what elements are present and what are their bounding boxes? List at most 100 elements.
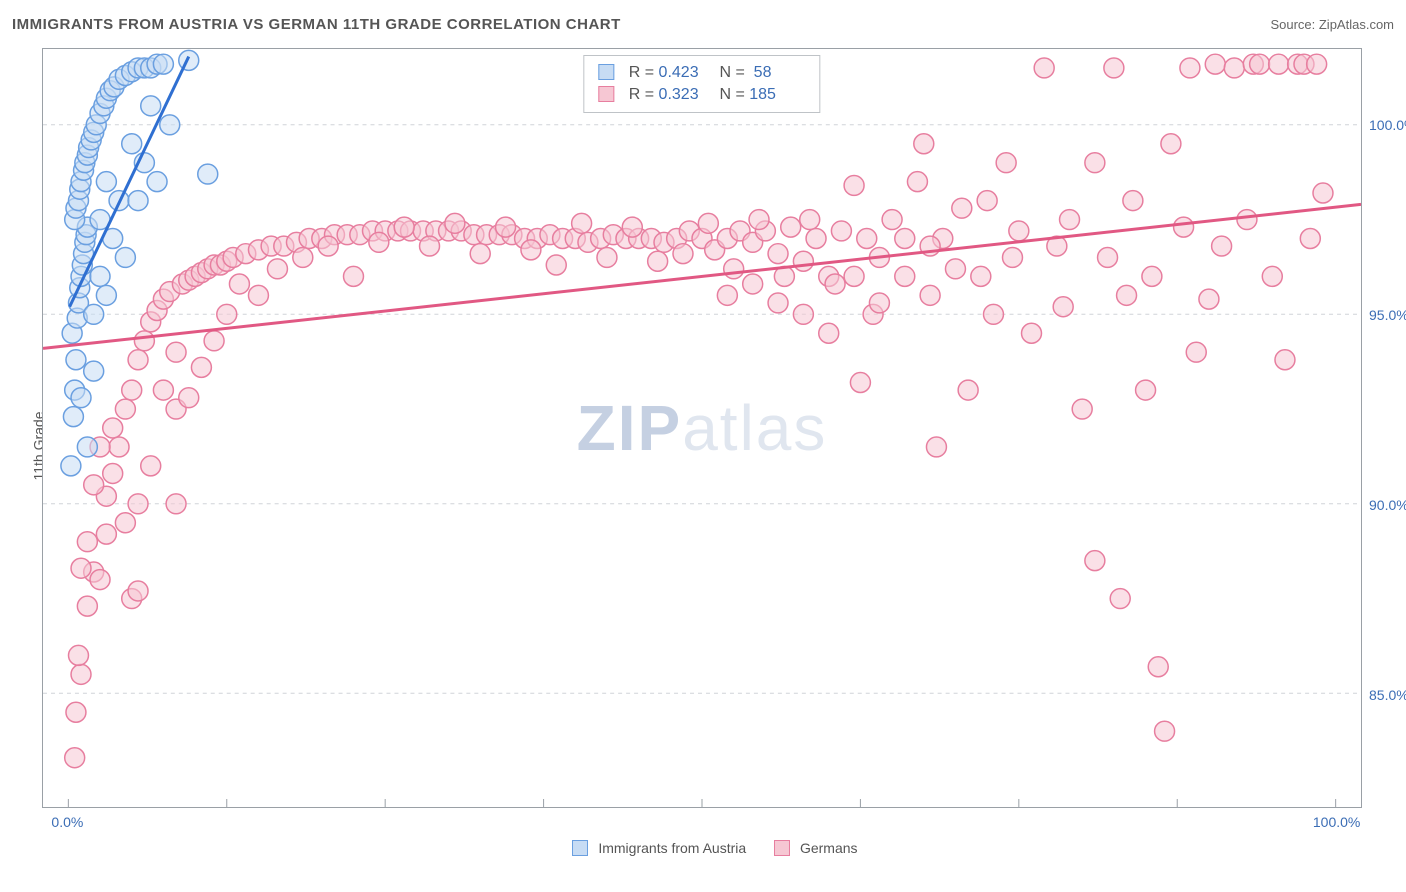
data-point [907, 172, 927, 192]
stat-legend: R = 0.423 N = 58 R = 0.323 N = 185 [583, 55, 820, 113]
data-point [749, 210, 769, 230]
data-point [781, 217, 801, 237]
data-point [160, 115, 180, 135]
data-point [1123, 191, 1143, 211]
data-point [77, 596, 97, 616]
data-point [198, 164, 218, 184]
stat-legend-row-1: R = 0.323 N = 185 [598, 84, 805, 106]
data-point [166, 342, 186, 362]
data-point [983, 304, 1003, 324]
data-point [831, 221, 851, 241]
data-point [1110, 589, 1130, 609]
chart-title: IMMIGRANTS FROM AUSTRIA VS GERMAN 11TH G… [12, 16, 621, 33]
data-point [109, 437, 129, 457]
data-point [61, 456, 81, 476]
data-point [1300, 229, 1320, 249]
data-point [850, 373, 870, 393]
data-point [724, 259, 744, 279]
data-point [717, 285, 737, 305]
data-point [204, 331, 224, 351]
data-point [128, 350, 148, 370]
data-point [115, 513, 135, 533]
data-point [141, 456, 161, 476]
data-point [1098, 247, 1118, 267]
data-point [793, 251, 813, 271]
data-point [844, 266, 864, 286]
y-tick-label: 85.0% [1369, 687, 1406, 703]
data-point [1180, 58, 1200, 78]
x-ticks: 0.0% 100.0% [42, 810, 1362, 836]
data-point [84, 475, 104, 495]
data-point [420, 236, 440, 256]
data-point [84, 361, 104, 381]
data-point [153, 380, 173, 400]
bottom-legend-label-1: Germans [800, 840, 858, 856]
data-point [66, 702, 86, 722]
plot-svg [43, 49, 1361, 807]
data-point [344, 266, 364, 286]
data-point [141, 96, 161, 116]
data-point [318, 236, 338, 256]
bottom-swatch-0 [572, 840, 588, 856]
chart-container: IMMIGRANTS FROM AUSTRIA VS GERMAN 11TH G… [0, 0, 1406, 892]
stat-r-1: 0.323 [659, 84, 711, 106]
data-point [267, 259, 287, 279]
data-point [90, 570, 110, 590]
data-point [217, 304, 237, 324]
bottom-swatch-1 [774, 840, 790, 856]
data-point [920, 285, 940, 305]
data-point [926, 437, 946, 457]
data-point [1212, 236, 1232, 256]
data-point [134, 331, 154, 351]
data-point [1313, 183, 1333, 203]
y-tick-label: 100.0% [1369, 117, 1406, 133]
data-point [1275, 350, 1295, 370]
data-point [819, 323, 839, 343]
data-point [96, 524, 116, 544]
data-point [1174, 217, 1194, 237]
data-point [1085, 551, 1105, 571]
data-point [1307, 54, 1327, 74]
data-point [1003, 247, 1023, 267]
stat-swatch-1 [598, 86, 614, 102]
y-tick-label: 95.0% [1369, 307, 1406, 323]
data-point [77, 437, 97, 457]
data-point [1034, 58, 1054, 78]
data-point [77, 532, 97, 552]
data-point [179, 388, 199, 408]
data-point [869, 293, 889, 313]
data-point [293, 247, 313, 267]
data-point [1053, 297, 1073, 317]
data-point [521, 240, 541, 260]
data-point [546, 255, 566, 275]
data-point [96, 172, 116, 192]
data-point [90, 266, 110, 286]
stat-n-0: 58 [754, 62, 806, 84]
data-point [1104, 58, 1124, 78]
data-point [128, 581, 148, 601]
data-point [445, 213, 465, 233]
x-tick-label: 100.0% [1313, 814, 1360, 830]
data-point [895, 229, 915, 249]
data-point [825, 274, 845, 294]
data-point [71, 664, 91, 684]
data-point [1060, 210, 1080, 230]
data-point [945, 259, 965, 279]
data-point [800, 210, 820, 230]
title-bar: IMMIGRANTS FROM AUSTRIA VS GERMAN 11TH G… [12, 10, 1394, 38]
data-point [128, 191, 148, 211]
data-point [622, 217, 642, 237]
data-point [882, 210, 902, 230]
data-point [96, 285, 116, 305]
data-point [1022, 323, 1042, 343]
data-point [229, 274, 249, 294]
data-point [1224, 58, 1244, 78]
chart-source: Source: ZipAtlas.com [1270, 17, 1394, 32]
data-point [1161, 134, 1181, 154]
data-point [895, 266, 915, 286]
data-point [698, 213, 718, 233]
data-point [1072, 399, 1092, 419]
stat-n-1: 185 [749, 84, 801, 106]
data-point [65, 748, 85, 768]
x-tick-label: 0.0% [51, 814, 83, 830]
